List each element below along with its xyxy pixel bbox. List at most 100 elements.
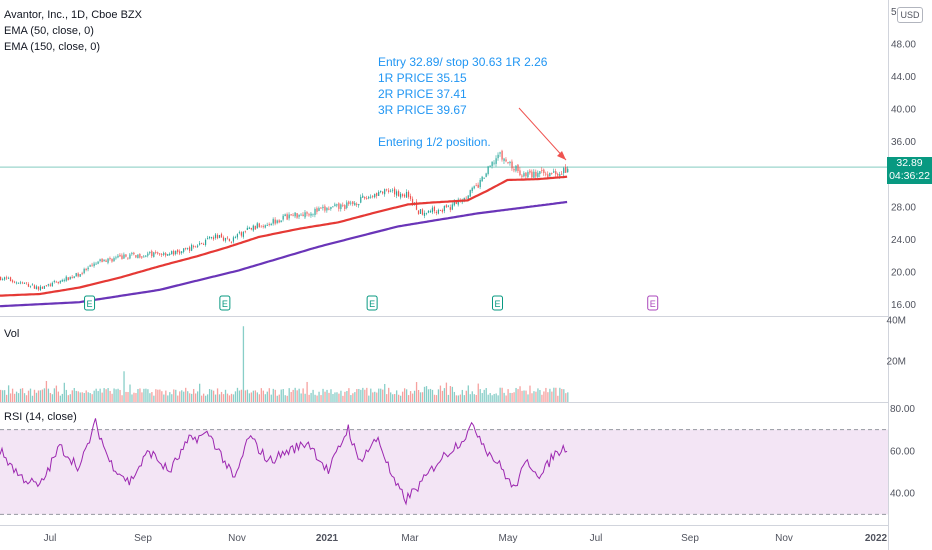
candle-body — [330, 207, 332, 209]
volume-bar — [330, 389, 332, 402]
candle-body — [360, 196, 362, 203]
candle-body — [419, 209, 422, 214]
candle-body — [59, 280, 61, 283]
earnings-marker-3 — [366, 295, 378, 311]
volume-bar — [461, 389, 463, 402]
volume-bar — [270, 394, 272, 402]
volume-bar — [89, 393, 91, 402]
candle-body — [151, 251, 153, 257]
candle-body — [197, 245, 199, 247]
candle-body — [541, 170, 543, 171]
rsi-legend[interactable]: RSI (14, close) — [4, 411, 77, 423]
candle-body — [549, 172, 551, 177]
candle-body — [204, 239, 207, 245]
currency-badge[interactable]: USD — [897, 7, 923, 23]
volume-bar — [318, 391, 320, 402]
volume-bar — [348, 388, 350, 402]
candle-body — [425, 212, 428, 214]
candle-body — [477, 184, 479, 188]
candle-body — [238, 232, 240, 234]
volume-bar — [565, 393, 567, 402]
candle-body — [509, 161, 511, 164]
volume-bar — [390, 392, 392, 402]
candle-body — [0, 276, 2, 281]
volume-bar — [483, 389, 485, 402]
volume-bar — [260, 388, 262, 402]
volume-bar — [437, 389, 440, 402]
volume-legend[interactable]: Vol — [4, 328, 20, 340]
volume-bar — [463, 395, 465, 402]
candle-body — [342, 204, 344, 206]
candle-body — [487, 166, 489, 174]
ema50-legend[interactable]: EMA (50, close, 0) — [4, 25, 94, 37]
candle-body — [232, 237, 235, 242]
candle-body — [91, 264, 93, 266]
candle-body — [495, 158, 497, 164]
volume-bar — [473, 394, 475, 402]
candle-body — [199, 243, 201, 245]
candle-body — [97, 261, 99, 264]
candle-body — [81, 273, 83, 275]
candle-body — [181, 251, 183, 253]
volume-bar — [495, 393, 497, 402]
volume-bar — [206, 394, 209, 402]
candle-body — [417, 210, 420, 214]
symbol-title[interactable]: Avantor, Inc., 1D, Cboe BZX — [4, 9, 142, 21]
current-price-value: 32.89 — [896, 157, 923, 169]
volume-bar — [537, 388, 539, 402]
candle-body — [167, 254, 169, 256]
volume-bar — [161, 391, 163, 402]
time-tick-label: 2022 — [865, 533, 888, 544]
volume-bar — [382, 389, 384, 402]
annotation-position: Entering 1/2 position. — [378, 135, 491, 149]
ema150-legend[interactable]: EMA (150, close, 0) — [4, 41, 100, 53]
candle-body — [443, 206, 445, 212]
candle-body — [131, 253, 133, 255]
candle-body — [318, 208, 320, 211]
candle-body — [85, 268, 87, 270]
volume-bar — [200, 395, 203, 402]
candle-body — [216, 234, 219, 239]
volume-bar — [485, 388, 487, 402]
volume-bar — [224, 389, 227, 402]
candle-body — [469, 190, 471, 197]
candle-body — [296, 213, 298, 218]
volume-bar — [549, 388, 551, 402]
volume-bar — [499, 387, 501, 402]
candle-body — [537, 172, 539, 177]
candle-body — [33, 285, 36, 289]
candle-body — [143, 256, 145, 258]
volume-bar — [75, 390, 77, 402]
candle-body — [348, 201, 350, 204]
volume-bar — [210, 389, 213, 402]
candle-body — [149, 251, 151, 254]
candle-body — [105, 260, 107, 262]
volume-bar — [73, 387, 75, 402]
volume-bar — [543, 391, 545, 402]
volume-bar — [171, 394, 173, 402]
volume-bar — [505, 395, 507, 402]
volume-bar — [185, 387, 187, 402]
volume-bar — [398, 394, 400, 402]
volume-bar — [336, 392, 338, 402]
volume-bar — [49, 392, 52, 402]
candle-body — [401, 194, 404, 196]
volume-bar — [302, 388, 304, 402]
candle-body — [310, 213, 312, 216]
candle-body — [463, 198, 465, 201]
candle-body — [35, 286, 38, 290]
volume-bar — [290, 391, 292, 402]
earnings-marker-5 — [647, 295, 659, 311]
candle-body — [437, 209, 439, 214]
volume-bar — [447, 394, 450, 402]
volume-bar — [453, 391, 456, 402]
volume-bar — [469, 394, 471, 402]
volume-bar — [230, 393, 233, 402]
candle-body — [93, 263, 95, 267]
candle-body — [358, 204, 360, 206]
candle-body — [292, 214, 294, 216]
volume-bar — [282, 389, 284, 402]
volume-bar — [91, 394, 93, 402]
candle-body — [248, 227, 250, 229]
